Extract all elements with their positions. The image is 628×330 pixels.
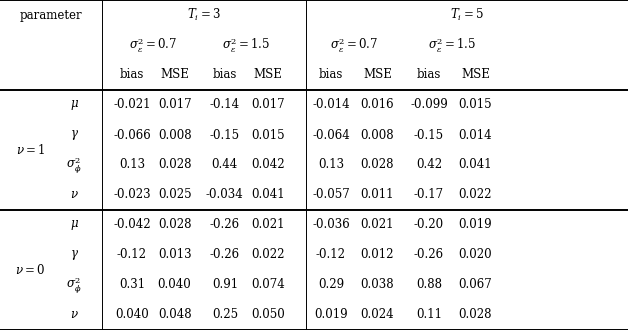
- Text: 0.041: 0.041: [458, 158, 492, 172]
- Text: -0.036: -0.036: [312, 218, 350, 232]
- Text: 0.074: 0.074: [251, 279, 285, 291]
- Text: MSE: MSE: [254, 69, 283, 82]
- Text: 0.25: 0.25: [212, 309, 238, 321]
- Text: -0.021: -0.021: [113, 98, 151, 112]
- Text: $\nu = 1$: $\nu = 1$: [16, 143, 45, 157]
- Text: -0.057: -0.057: [312, 188, 350, 202]
- Text: 0.013: 0.013: [158, 248, 192, 261]
- Text: 0.028: 0.028: [158, 158, 192, 172]
- Text: $\gamma$: $\gamma$: [70, 128, 78, 142]
- Text: 0.012: 0.012: [360, 248, 394, 261]
- Text: -0.14: -0.14: [210, 98, 240, 112]
- Text: 0.024: 0.024: [360, 309, 394, 321]
- Text: -0.064: -0.064: [312, 128, 350, 142]
- Text: -0.099: -0.099: [410, 98, 448, 112]
- Text: -0.26: -0.26: [210, 218, 240, 232]
- Text: -0.20: -0.20: [414, 218, 444, 232]
- Text: -0.12: -0.12: [316, 248, 346, 261]
- Text: 0.11: 0.11: [416, 309, 442, 321]
- Text: 0.022: 0.022: [251, 248, 285, 261]
- Text: -0.15: -0.15: [210, 128, 240, 142]
- Text: $\gamma$: $\gamma$: [70, 248, 78, 262]
- Text: $\sigma_\phi^2$: $\sigma_\phi^2$: [67, 274, 82, 296]
- Text: $T_i = 3$: $T_i = 3$: [187, 7, 220, 23]
- Text: $\mu$: $\mu$: [70, 218, 78, 232]
- Text: 0.13: 0.13: [119, 158, 145, 172]
- Text: 0.040: 0.040: [115, 309, 149, 321]
- Text: $\sigma_\epsilon^2 = 1.5$: $\sigma_\epsilon^2 = 1.5$: [428, 35, 476, 55]
- Text: 0.016: 0.016: [360, 98, 394, 112]
- Text: 0.44: 0.44: [212, 158, 238, 172]
- Text: 0.019: 0.019: [314, 309, 348, 321]
- Text: 0.028: 0.028: [458, 309, 492, 321]
- Text: 0.048: 0.048: [158, 309, 192, 321]
- Text: 0.011: 0.011: [360, 188, 394, 202]
- Text: 0.020: 0.020: [458, 248, 492, 261]
- Text: $\sigma_\epsilon^2 = 1.5$: $\sigma_\epsilon^2 = 1.5$: [222, 35, 271, 55]
- Text: $\sigma_\phi^2$: $\sigma_\phi^2$: [67, 154, 82, 176]
- Text: -0.12: -0.12: [117, 248, 147, 261]
- Text: 0.91: 0.91: [212, 279, 238, 291]
- Text: 0.025: 0.025: [158, 188, 192, 202]
- Text: $\nu = 0$: $\nu = 0$: [15, 263, 45, 277]
- Text: 0.008: 0.008: [360, 128, 394, 142]
- Text: -0.26: -0.26: [210, 248, 240, 261]
- Text: 0.015: 0.015: [251, 128, 285, 142]
- Text: parameter: parameter: [19, 9, 82, 21]
- Text: 0.038: 0.038: [360, 279, 394, 291]
- Text: -0.023: -0.023: [113, 188, 151, 202]
- Text: 0.050: 0.050: [251, 309, 285, 321]
- Text: 0.88: 0.88: [416, 279, 442, 291]
- Text: 0.42: 0.42: [416, 158, 442, 172]
- Text: -0.17: -0.17: [414, 188, 444, 202]
- Text: $\sigma_\epsilon^2 = 0.7$: $\sigma_\epsilon^2 = 0.7$: [129, 35, 177, 55]
- Text: $\nu$: $\nu$: [70, 188, 78, 202]
- Text: -0.042: -0.042: [113, 218, 151, 232]
- Text: 0.041: 0.041: [251, 188, 285, 202]
- Text: $\sigma_\epsilon^2 = 0.7$: $\sigma_\epsilon^2 = 0.7$: [330, 35, 378, 55]
- Text: 0.015: 0.015: [458, 98, 492, 112]
- Text: bias: bias: [319, 69, 343, 82]
- Text: -0.15: -0.15: [414, 128, 444, 142]
- Text: 0.021: 0.021: [251, 218, 285, 232]
- Text: 0.31: 0.31: [119, 279, 145, 291]
- Text: $\mu$: $\mu$: [70, 98, 78, 112]
- Text: MSE: MSE: [461, 69, 490, 82]
- Text: 0.017: 0.017: [158, 98, 192, 112]
- Text: 0.019: 0.019: [458, 218, 492, 232]
- Text: 0.13: 0.13: [318, 158, 344, 172]
- Text: -0.034: -0.034: [206, 188, 244, 202]
- Text: 0.022: 0.022: [458, 188, 492, 202]
- Text: 0.067: 0.067: [458, 279, 492, 291]
- Text: 0.021: 0.021: [360, 218, 394, 232]
- Text: $\nu$: $\nu$: [70, 309, 78, 321]
- Text: 0.014: 0.014: [458, 128, 492, 142]
- Text: -0.066: -0.066: [113, 128, 151, 142]
- Text: 0.028: 0.028: [158, 218, 192, 232]
- Text: 0.29: 0.29: [318, 279, 344, 291]
- Text: -0.26: -0.26: [414, 248, 444, 261]
- Text: bias: bias: [213, 69, 237, 82]
- Text: 0.017: 0.017: [251, 98, 285, 112]
- Text: 0.042: 0.042: [251, 158, 285, 172]
- Text: bias: bias: [120, 69, 144, 82]
- Text: 0.028: 0.028: [360, 158, 394, 172]
- Text: 0.008: 0.008: [158, 128, 192, 142]
- Text: -0.014: -0.014: [312, 98, 350, 112]
- Text: bias: bias: [417, 69, 441, 82]
- Text: 0.040: 0.040: [158, 279, 192, 291]
- Text: MSE: MSE: [160, 69, 189, 82]
- Text: $T_i = 5$: $T_i = 5$: [450, 7, 484, 23]
- Text: MSE: MSE: [363, 69, 392, 82]
